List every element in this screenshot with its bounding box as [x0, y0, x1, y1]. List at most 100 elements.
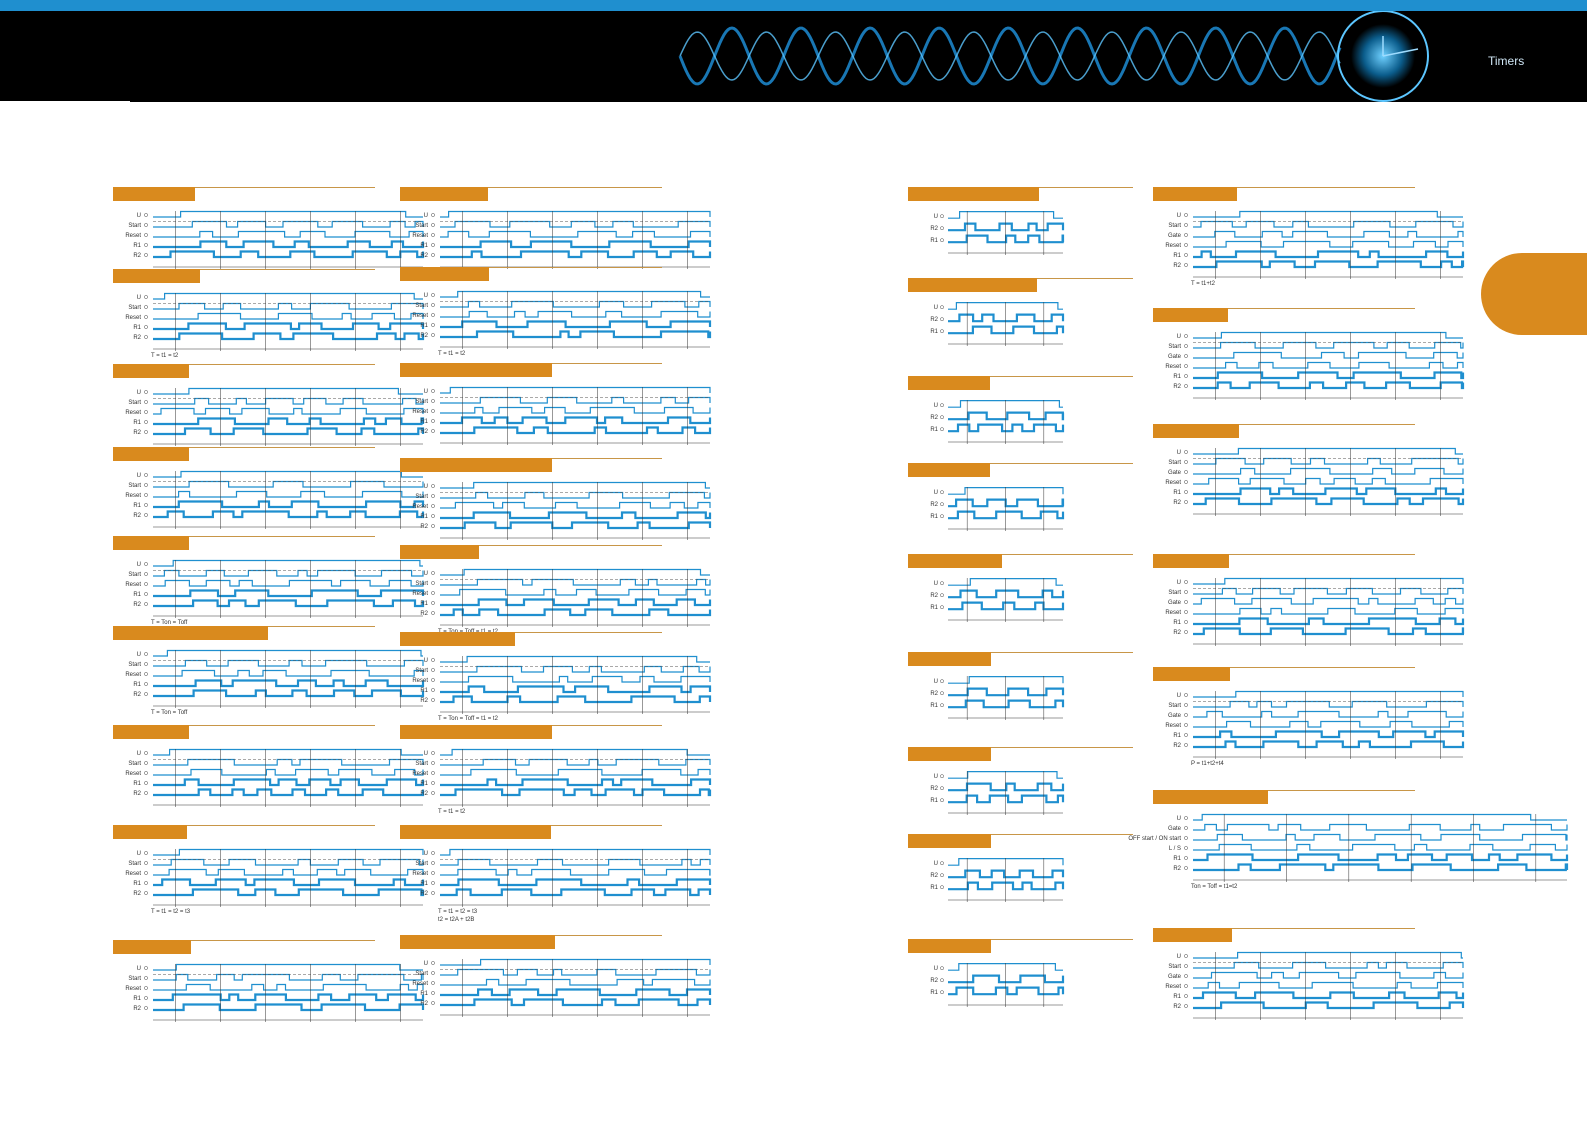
section-rule [489, 267, 662, 268]
section-rule [189, 725, 375, 726]
signal-label: Start [128, 483, 141, 489]
terminal-icon [940, 885, 944, 890]
terminal-icon [431, 658, 435, 662]
section-rule [990, 376, 1133, 377]
terminal-icon [431, 581, 435, 585]
terminal-icon [431, 571, 435, 575]
section-rule [991, 747, 1133, 748]
signal-label: R2 [1173, 1004, 1181, 1010]
terminal-icon [144, 213, 148, 217]
signal-trace [948, 794, 1065, 804]
signal-trace [948, 589, 1065, 599]
section-rule [1039, 187, 1133, 188]
signal-label: R1 [930, 329, 938, 335]
signal-trace [153, 599, 425, 608]
terminal-icon [144, 233, 148, 237]
signal-trace [153, 748, 423, 756]
terminal-icon [1184, 364, 1188, 368]
function-tab [908, 554, 1002, 568]
signal-trace [948, 222, 1065, 232]
terminal-icon [1184, 846, 1188, 850]
signal-label: Reset [125, 233, 141, 239]
signal-trace [948, 302, 1063, 310]
signal-trace [948, 699, 1065, 709]
formula-note: Ton = Toff = t1=t2 [1191, 884, 1238, 890]
signal-trace [440, 416, 712, 425]
section-rule [552, 363, 662, 364]
signal-trace [153, 858, 424, 866]
timing-chart: U Start Reset R1 R2 [125, 210, 425, 269]
signal-label: U [934, 581, 938, 587]
terminal-icon [940, 966, 944, 971]
signal-trace [1193, 457, 1464, 465]
terminal-icon [431, 524, 435, 528]
signal-label: R1 [930, 514, 938, 520]
signal-trace [153, 490, 424, 498]
signal-trace [948, 601, 1065, 611]
terminal-icon [144, 1006, 148, 1010]
signal-trace [948, 687, 1065, 697]
section-rule [1237, 187, 1415, 188]
signal-trace [440, 598, 712, 607]
signal-label: Reset [412, 591, 428, 597]
terminal-icon [144, 315, 148, 319]
terminal-icon [940, 427, 944, 432]
terminal-icon [1184, 703, 1188, 707]
signal-trace [440, 250, 712, 259]
signal-trace [1193, 813, 1567, 821]
signal-label: U [424, 484, 428, 490]
terminal-icon [940, 490, 944, 495]
signal-label: R1 [930, 238, 938, 244]
signal-trace [1193, 220, 1464, 228]
signal-label: Start [1168, 703, 1181, 709]
function-tab [1153, 187, 1237, 201]
signal-label: U [424, 389, 428, 395]
signal-label: R1 [133, 781, 141, 787]
signal-trace [153, 778, 425, 787]
signal-label: U [137, 473, 141, 479]
signal-trace [153, 569, 424, 577]
terminal-icon [940, 226, 944, 231]
signal-label: Start [415, 399, 428, 405]
section-rule [488, 187, 662, 188]
formula-note: T = Ton = Toff [151, 620, 188, 626]
signal-label: R2 [930, 226, 938, 232]
terminal-icon [940, 703, 944, 708]
signal-label: R1 [133, 503, 141, 509]
signal-trace [440, 386, 711, 394]
terminal-icon [940, 502, 944, 507]
signal-trace [1193, 447, 1463, 455]
section-tab[interactable] [1481, 253, 1587, 335]
signal-label: R1 [133, 243, 141, 249]
signal-trace [1193, 690, 1464, 698]
signal-trace [440, 521, 712, 530]
terminal-icon [1184, 994, 1188, 998]
signal-trace [440, 675, 711, 683]
signal-trace [948, 782, 1065, 792]
terminal-icon [431, 409, 435, 413]
signal-trace [1193, 961, 1464, 969]
terminal-icon [144, 335, 148, 339]
terminal-icon [1184, 620, 1188, 624]
signal-label: R1 [930, 885, 938, 891]
signal-label: U [1177, 693, 1181, 699]
signal-trace [440, 608, 712, 617]
terminal-icon [1184, 974, 1188, 978]
signal-label: U [424, 851, 428, 857]
function-tab [908, 747, 991, 761]
formula-note: t2 = t2A + t2B [438, 917, 475, 923]
signal-trace [440, 978, 711, 986]
terminal-icon [940, 990, 944, 995]
signal-trace [153, 589, 425, 598]
terminal-icon [431, 333, 435, 337]
section-rule [187, 825, 375, 826]
signal-label: R1 [420, 991, 428, 997]
signal-trace [1193, 477, 1464, 485]
terminal-icon [144, 851, 148, 855]
function-tab [1153, 424, 1239, 438]
signal-label: Start [1168, 964, 1181, 970]
signal-label: R1 [420, 601, 428, 607]
signal-trace [1193, 351, 1464, 359]
signal-trace [440, 501, 711, 509]
function-tab [113, 940, 191, 954]
